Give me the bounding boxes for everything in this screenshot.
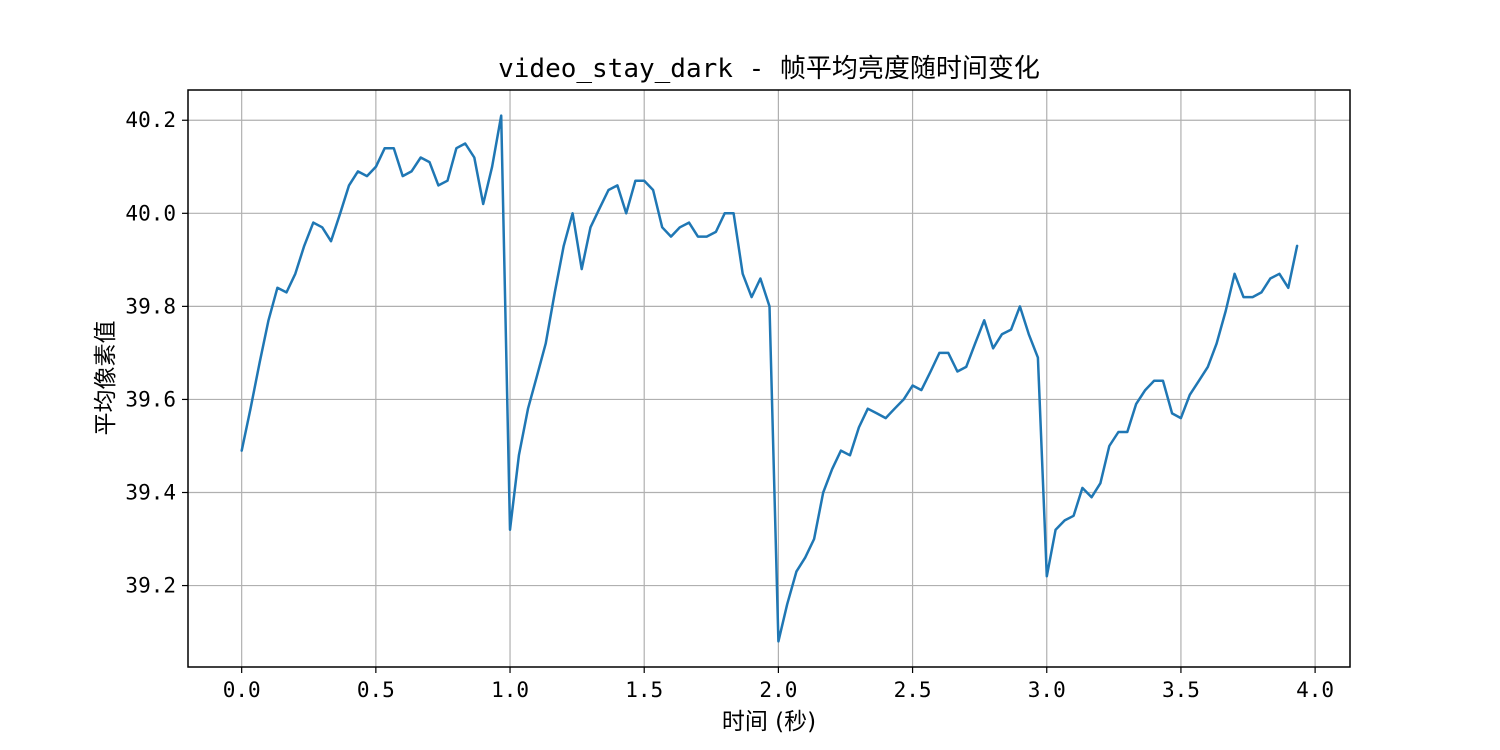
x-tick-label: 4.0: [1296, 678, 1334, 702]
y-tick-label: 39.2: [125, 574, 176, 598]
x-tick-label: 2.0: [759, 678, 797, 702]
x-axis-ticks: 0.0 0.5 1.0 1.5 2.0 2.5 3.0 3.5 4.0: [223, 667, 1334, 702]
y-tick-label: 39.6: [125, 387, 176, 411]
x-tick-label: 0.0: [223, 678, 261, 702]
x-tick-label: 1.0: [491, 678, 529, 702]
y-tick-label: 39.4: [125, 481, 176, 505]
x-tick-label: 3.5: [1162, 678, 1200, 702]
grid-lines: [188, 90, 1350, 667]
y-tick-label: 40.2: [125, 108, 176, 132]
y-tick-label: 40.0: [125, 201, 176, 225]
chart-title: video_stay_dark - 帧平均亮度随时间变化: [498, 54, 1040, 84]
x-tick-label: 3.0: [1028, 678, 1066, 702]
plot-frame: [187, 89, 1351, 668]
series-line: [240, 114, 1299, 643]
y-axis-title: 平均像素值: [93, 321, 119, 436]
y-axis-ticks: 39.2 39.4 39.6 39.8 40.0 40.2: [125, 108, 188, 598]
x-tick-label: 0.5: [357, 678, 395, 702]
y-tick-label: 39.8: [125, 294, 176, 318]
x-axis-title: 时间 (秒): [722, 709, 816, 735]
series-layer: [240, 114, 1299, 643]
x-tick-label: 2.5: [894, 678, 932, 702]
x-tick-label: 1.5: [625, 678, 663, 702]
